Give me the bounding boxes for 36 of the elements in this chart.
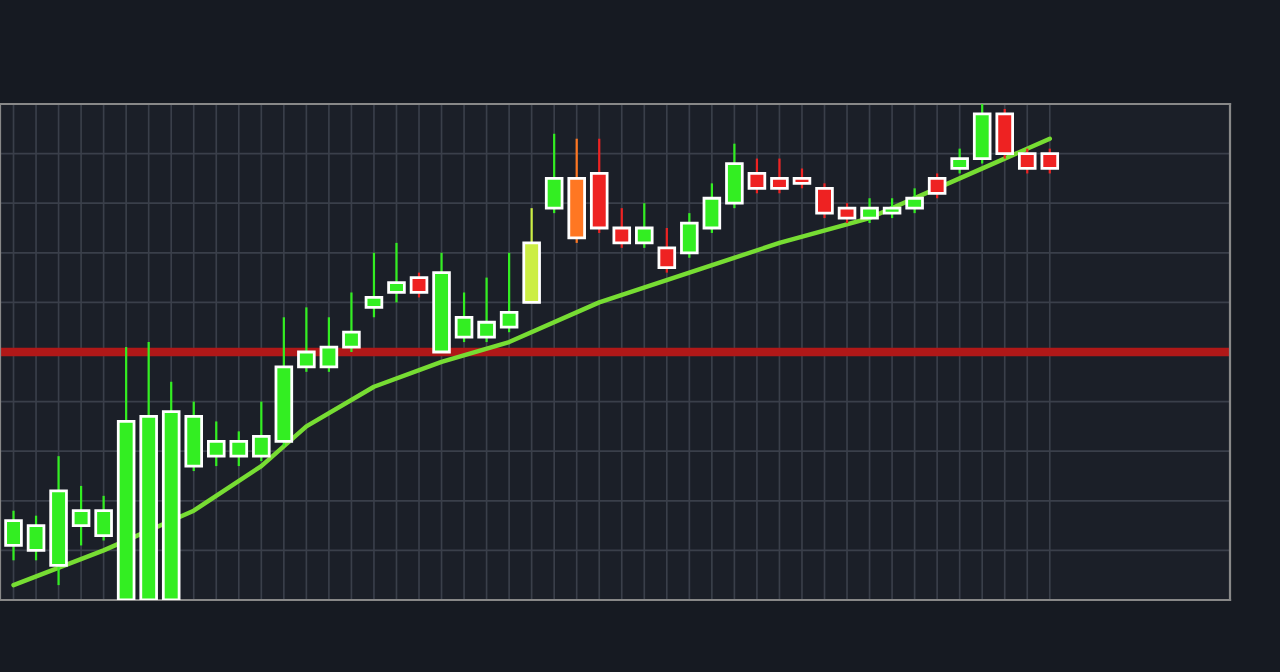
candlestick bbox=[387, 241, 406, 304]
candlestick bbox=[770, 157, 789, 195]
candlestick bbox=[792, 167, 812, 190]
candlestick bbox=[26, 514, 46, 562]
candlestick bbox=[252, 400, 271, 463]
candlestick bbox=[499, 251, 519, 334]
candlestick bbox=[680, 212, 699, 259]
candlestick bbox=[702, 182, 722, 235]
candlestick bbox=[206, 420, 226, 468]
candlestick bbox=[905, 187, 924, 215]
candlestick bbox=[837, 202, 857, 225]
candlestick bbox=[71, 484, 91, 547]
candlestick bbox=[860, 197, 879, 225]
candlestick bbox=[657, 226, 677, 274]
candlestick bbox=[342, 291, 361, 354]
candlestick bbox=[1017, 147, 1037, 175]
candlestick bbox=[229, 430, 249, 468]
candlestick bbox=[950, 147, 969, 175]
candlestick bbox=[4, 509, 23, 562]
candlestick bbox=[94, 494, 113, 542]
candlestick bbox=[454, 291, 474, 344]
candlestick bbox=[747, 157, 767, 195]
candlestick bbox=[319, 316, 339, 373]
candlestick bbox=[972, 104, 992, 165]
candlestick bbox=[477, 276, 496, 344]
candlestick bbox=[815, 182, 834, 220]
candlestick bbox=[409, 271, 429, 299]
candlestick bbox=[297, 306, 316, 373]
candlestick bbox=[725, 142, 744, 210]
candlestick bbox=[1040, 147, 1060, 175]
candlestick bbox=[364, 251, 384, 319]
candlestick bbox=[635, 202, 654, 249]
candlestick bbox=[927, 172, 947, 200]
candlestick bbox=[882, 197, 902, 220]
candlestick bbox=[995, 107, 1014, 160]
candlestick bbox=[544, 132, 564, 215]
